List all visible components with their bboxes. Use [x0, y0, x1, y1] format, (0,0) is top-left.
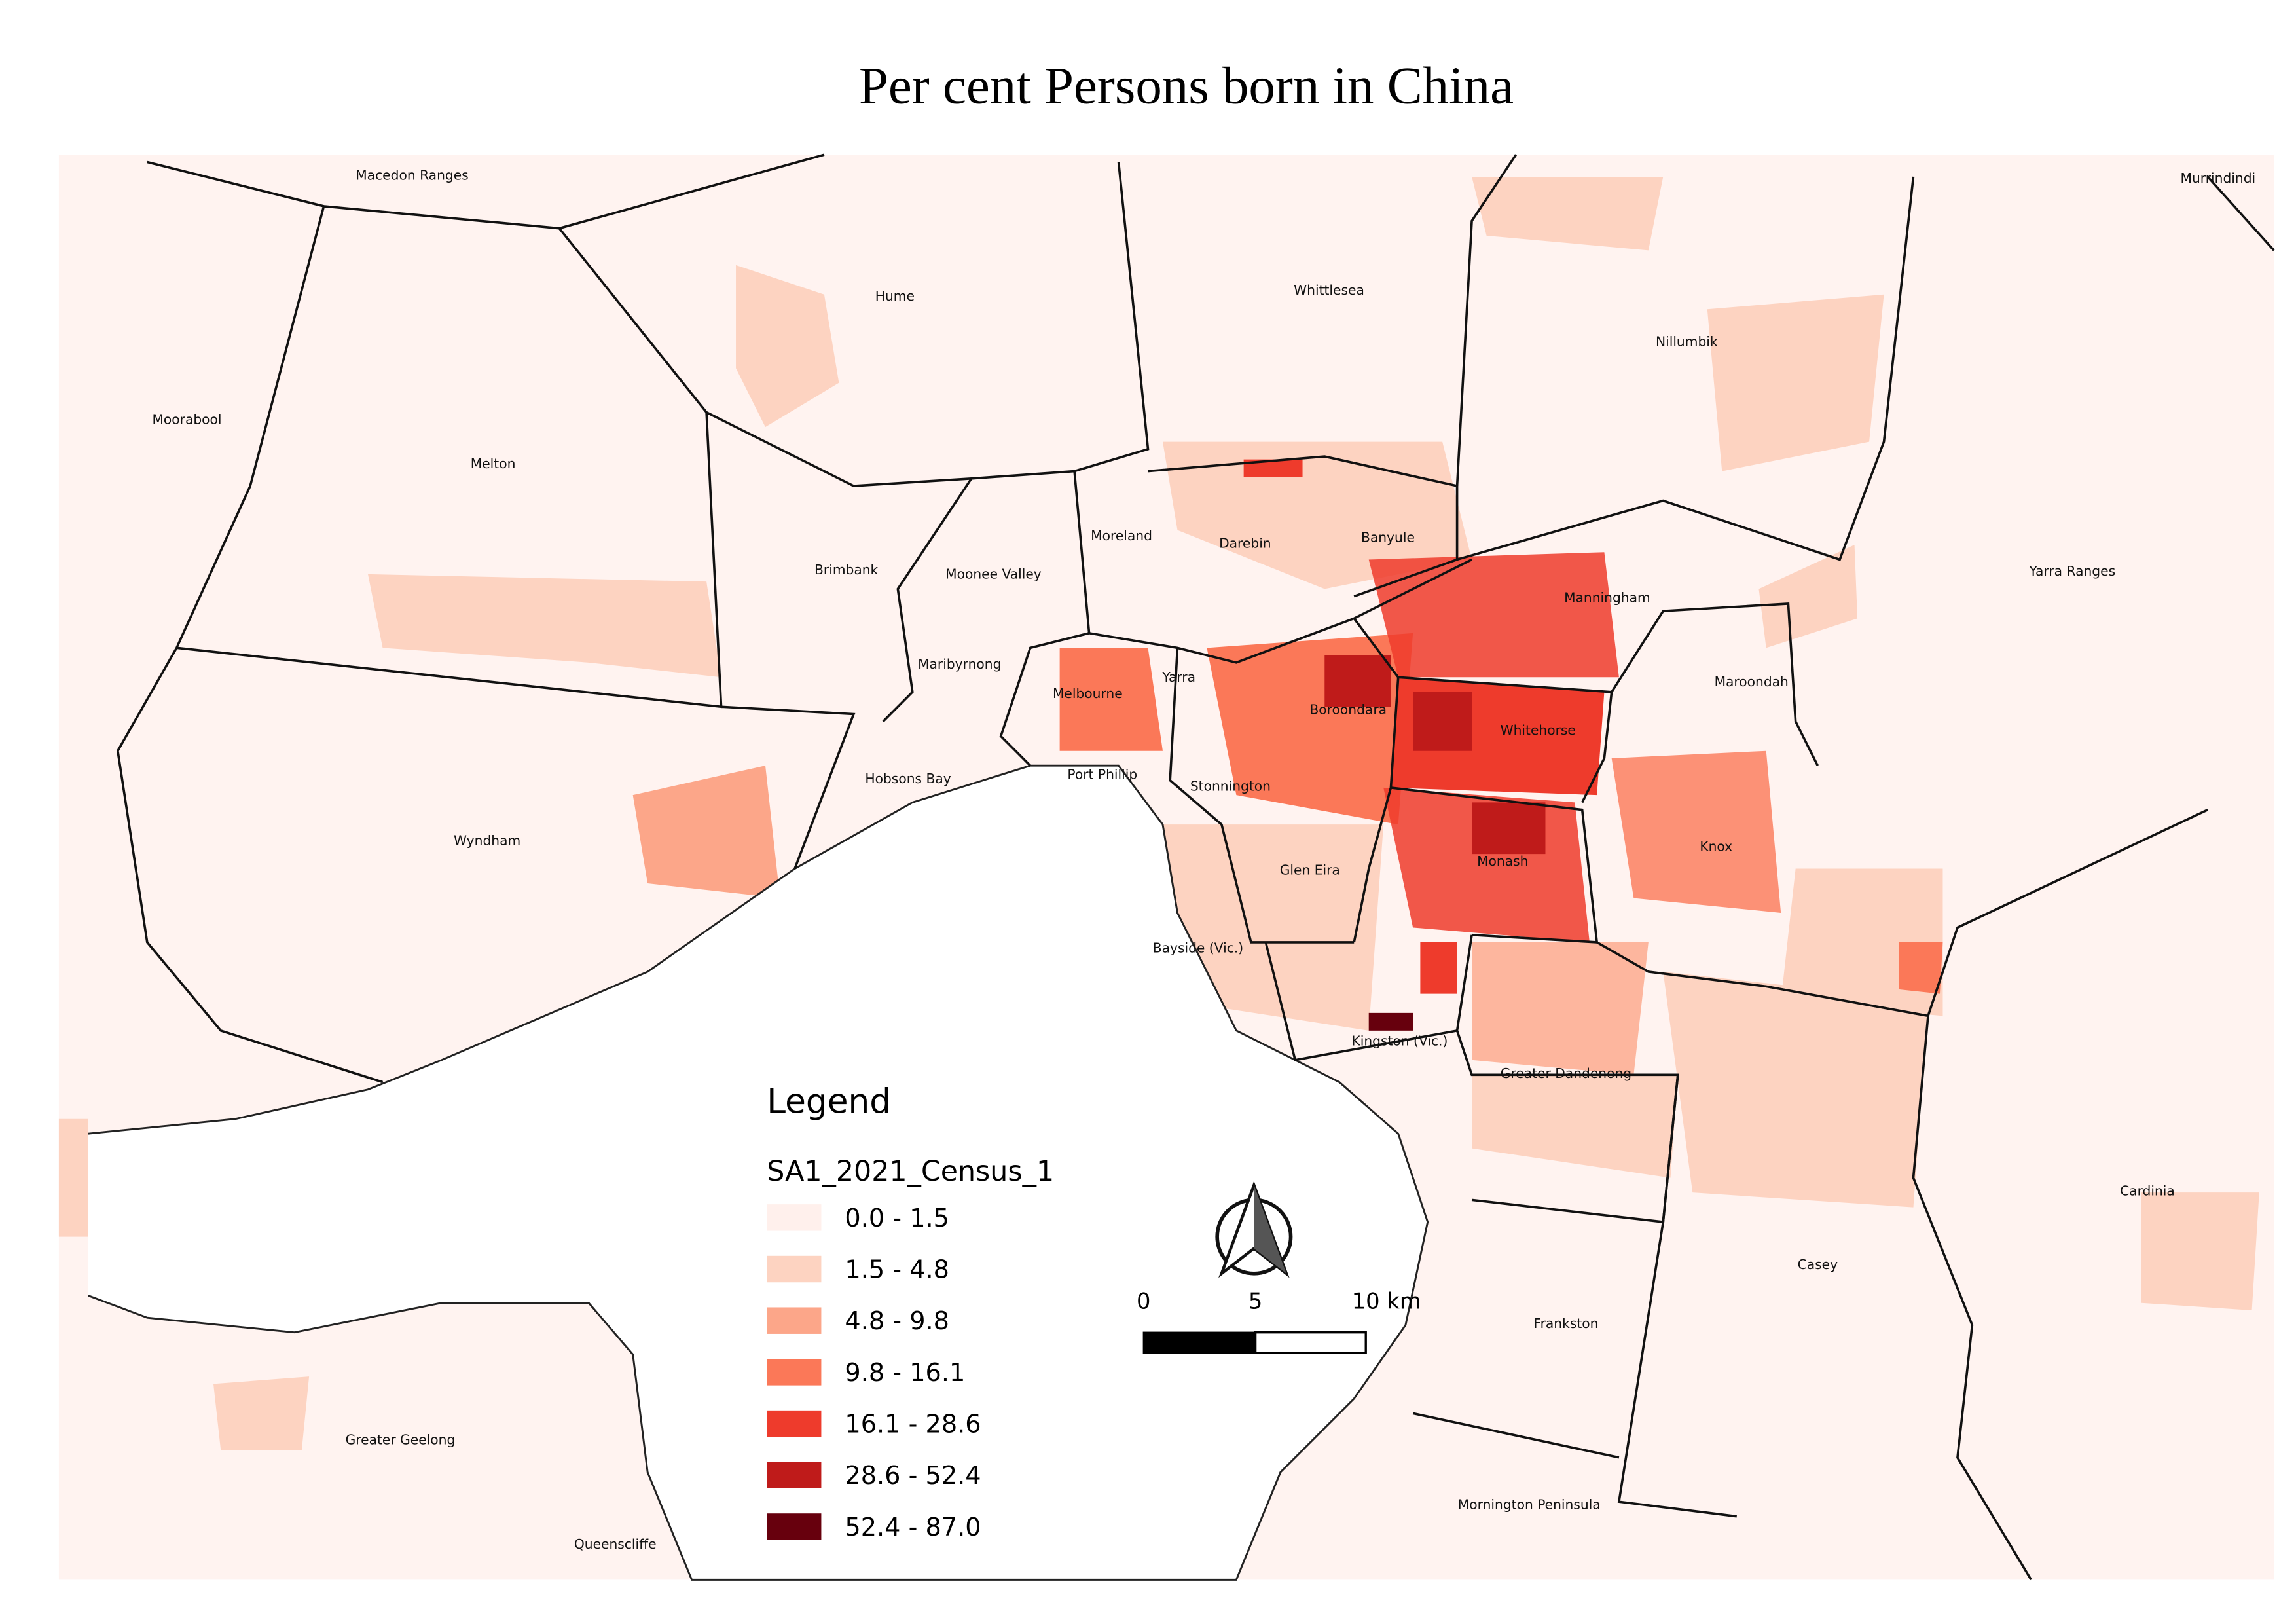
legend-label: 16.1 - 28.6: [845, 1411, 981, 1439]
legend-swatch: [767, 1359, 822, 1386]
region-label: Melton: [471, 456, 516, 471]
region-label: Whitehorse: [1501, 722, 1576, 738]
legend-heading: Legend: [767, 1082, 891, 1122]
scale-label: 5: [1248, 1289, 1262, 1314]
legend-label: 9.8 - 16.1: [845, 1359, 965, 1388]
region-label: Kingston (Vic.): [1351, 1033, 1448, 1048]
legend-label: 4.8 - 9.8: [845, 1307, 949, 1336]
region-label: Yarra Ranges: [2028, 563, 2115, 579]
region-label: Wyndham: [454, 833, 520, 849]
region-label: Maroondah: [1715, 674, 1789, 690]
north-arrow: [1215, 1181, 1293, 1278]
legend-label: 1.5 - 4.8: [845, 1256, 949, 1285]
region-label: Stonnington: [1190, 778, 1271, 794]
region-label: Moonee Valley: [945, 566, 1042, 582]
legend-label: 28.6 - 52.4: [845, 1462, 981, 1490]
map-title: Per cent Persons born in China: [859, 56, 1514, 115]
region-label: Brimbank: [814, 562, 879, 578]
region-label: Manningham: [1564, 590, 1650, 606]
legend-swatch: [767, 1307, 822, 1334]
region-label: Bayside (Vic.): [1153, 940, 1243, 956]
region-label: Maribyrnong: [918, 656, 1001, 672]
legend-swatch: [767, 1513, 822, 1540]
region-label: Yarra: [1161, 669, 1195, 685]
region-label: Queenscliffe: [574, 1536, 657, 1552]
region-label: Darebin: [1219, 535, 1271, 551]
legend-swatch: [767, 1410, 822, 1437]
legend-swatch: [767, 1204, 822, 1231]
region-label: Murrindindi: [2181, 170, 2256, 186]
region-label: Casey: [1798, 1257, 1838, 1272]
region-label: Greater Geelong: [346, 1432, 456, 1448]
scale-segment: [1142, 1331, 1256, 1354]
region-label: Moorabool: [152, 412, 221, 428]
region-label: Nillumbik: [1656, 333, 1718, 349]
region-label: Melbourne: [1053, 686, 1123, 701]
region-label: Hume: [875, 288, 915, 304]
legend: Legend SA1_2021_Census_1 0.0 - 1.5 1.5 - …: [767, 1082, 1054, 1542]
region-labels: Macedon Ranges Hume Whittlesea Nillumbik Mur…: [152, 167, 2255, 1552]
region-label: Greater Dandenong: [1501, 1065, 1631, 1081]
scale-bar: 0 5 10 km: [1137, 1289, 1421, 1354]
region-label: Whittlesea: [1294, 282, 1364, 298]
region-label: Hobsons Bay: [865, 771, 951, 786]
region-label: Monash: [1477, 853, 1528, 869]
scale-segment: [1254, 1331, 1367, 1354]
region-label: Glen Eira: [1280, 862, 1340, 878]
legend-swatch: [767, 1255, 822, 1283]
region-label: Macedon Ranges: [355, 167, 468, 183]
region-label: Port Phillip: [1067, 766, 1137, 782]
shaded-areas: [58, 176, 2259, 1450]
region-label: Boroondara: [1309, 702, 1387, 718]
region-label: Mornington Peninsula: [1458, 1496, 1601, 1512]
region-label: Banyule: [1361, 529, 1415, 545]
region-label: Frankston: [1533, 1316, 1598, 1331]
scale-label: 0: [1137, 1289, 1150, 1314]
boundaries: [116, 153, 2275, 1581]
legend-title: SA1_2021_Census_1: [767, 1155, 1054, 1188]
region-label: Knox: [1700, 839, 1732, 855]
legend-swatch: [767, 1462, 822, 1488]
legend-label: 52.4 - 87.0: [845, 1513, 981, 1542]
legend-label: 0.0 - 1.5: [845, 1204, 949, 1233]
region-label: Cardinia: [2120, 1183, 2175, 1199]
scale-label: 10 km: [1352, 1289, 1421, 1314]
bay-water: [88, 764, 1429, 1581]
region-label: Moreland: [1091, 528, 1152, 544]
